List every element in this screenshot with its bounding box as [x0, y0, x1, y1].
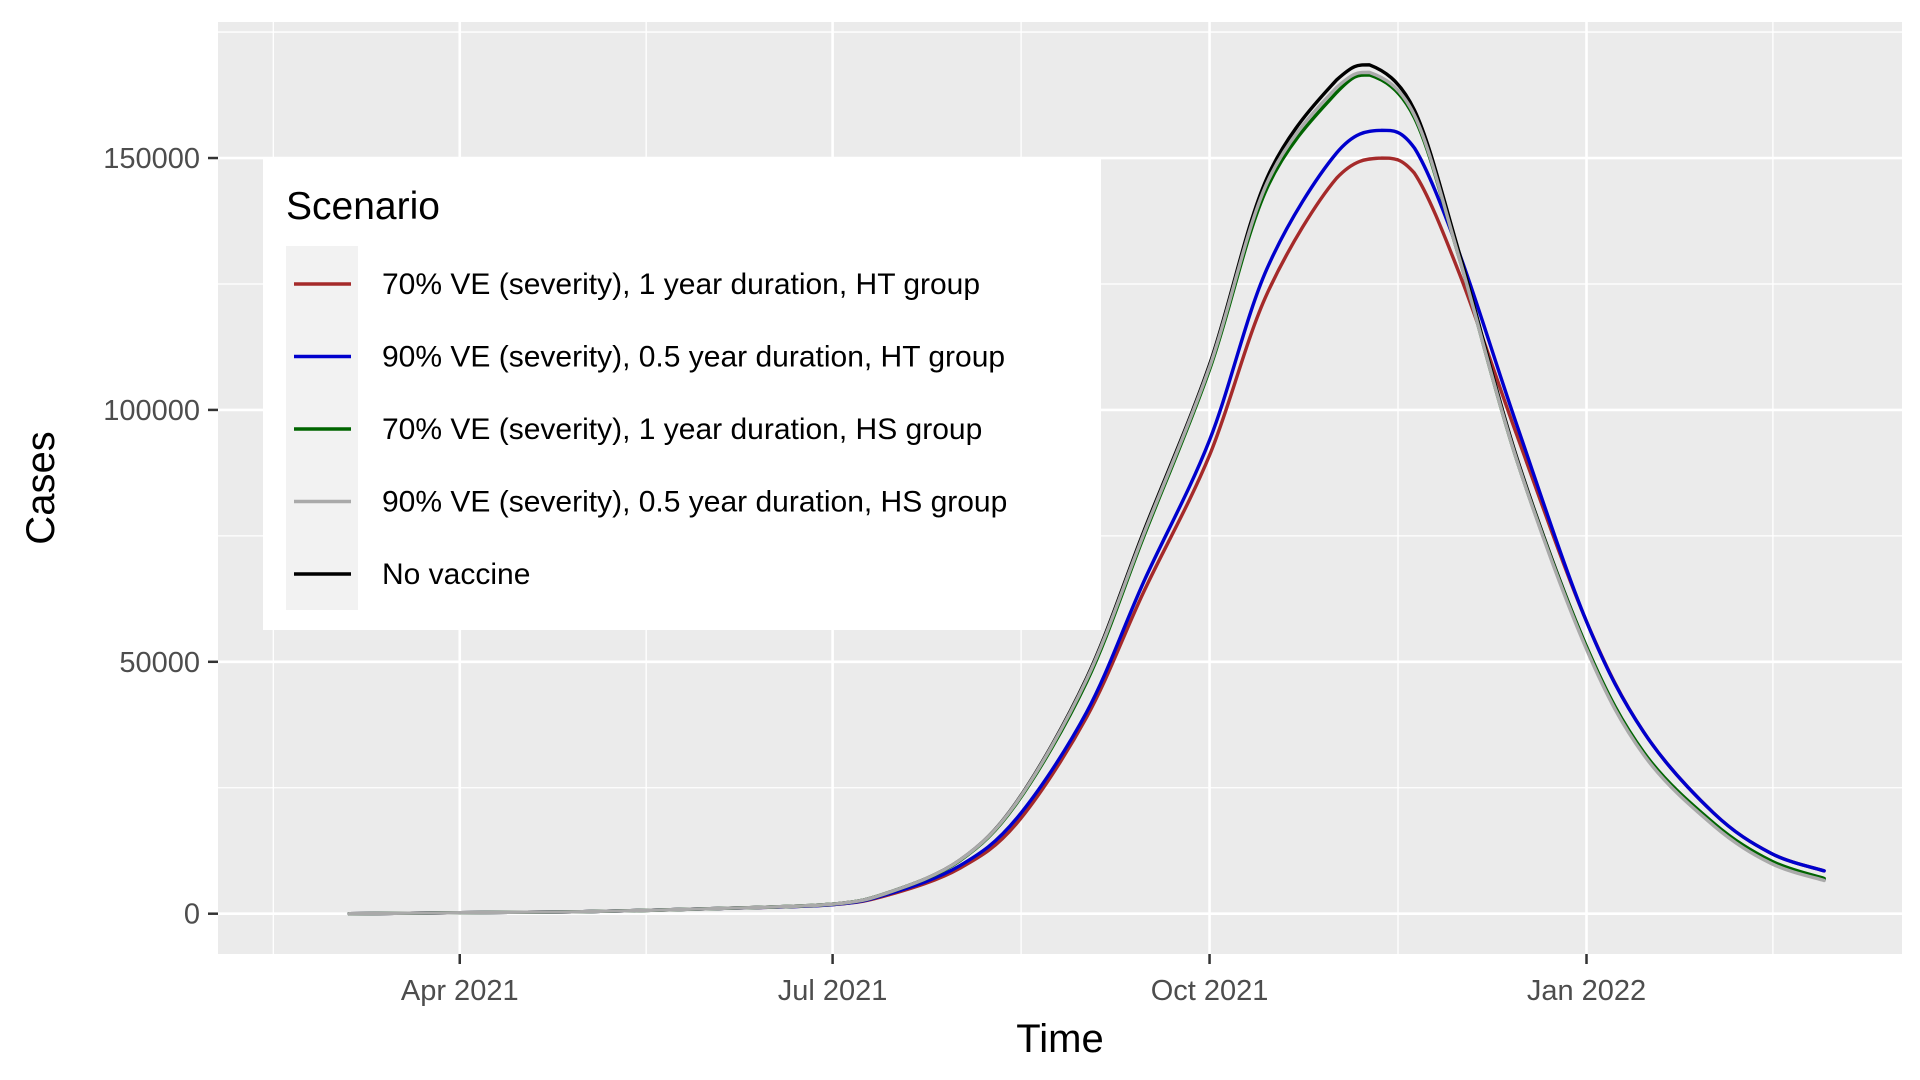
legend-label: 90% VE (severity), 0.5 year duration, HT…: [382, 341, 1005, 374]
x-tick-label: Apr 2021: [401, 975, 519, 1007]
y-tick-label: 50000: [119, 647, 200, 679]
x-tick-label: Jul 2021: [778, 975, 888, 1007]
series-layer: [347, 63, 1826, 916]
x-axis: Apr 2021 Jul 2021 Oct 2021 Jan 2022: [401, 954, 1646, 1007]
y-axis-title: Cases: [19, 431, 63, 544]
x-axis-title: Time: [1016, 1017, 1103, 1061]
legend-title: Scenario: [286, 185, 440, 228]
legend-items: 70% VE (severity), 1 year duration, HT g…: [286, 246, 1007, 610]
y-tick-label: 0: [184, 899, 200, 931]
legend-label: No vaccine: [382, 558, 530, 591]
y-axis: 0 50000 100000 150000: [103, 143, 218, 931]
y-tick-label: 150000: [103, 143, 200, 175]
legend-label: 70% VE (severity), 1 year duration, HS g…: [382, 413, 982, 446]
legend-label: 90% VE (severity), 0.5 year duration, HS…: [382, 486, 1007, 519]
x-tick-label: Jan 2022: [1527, 975, 1646, 1007]
x-tick-label: Oct 2021: [1151, 975, 1269, 1007]
series-line: [347, 70, 1826, 916]
legend-label: 70% VE (severity), 1 year duration, HT g…: [382, 268, 980, 301]
y-tick-label: 100000: [103, 395, 200, 427]
legend: Scenario 70% VE (severity), 1 year durat…: [263, 157, 1101, 630]
legend-box: [263, 157, 1101, 630]
